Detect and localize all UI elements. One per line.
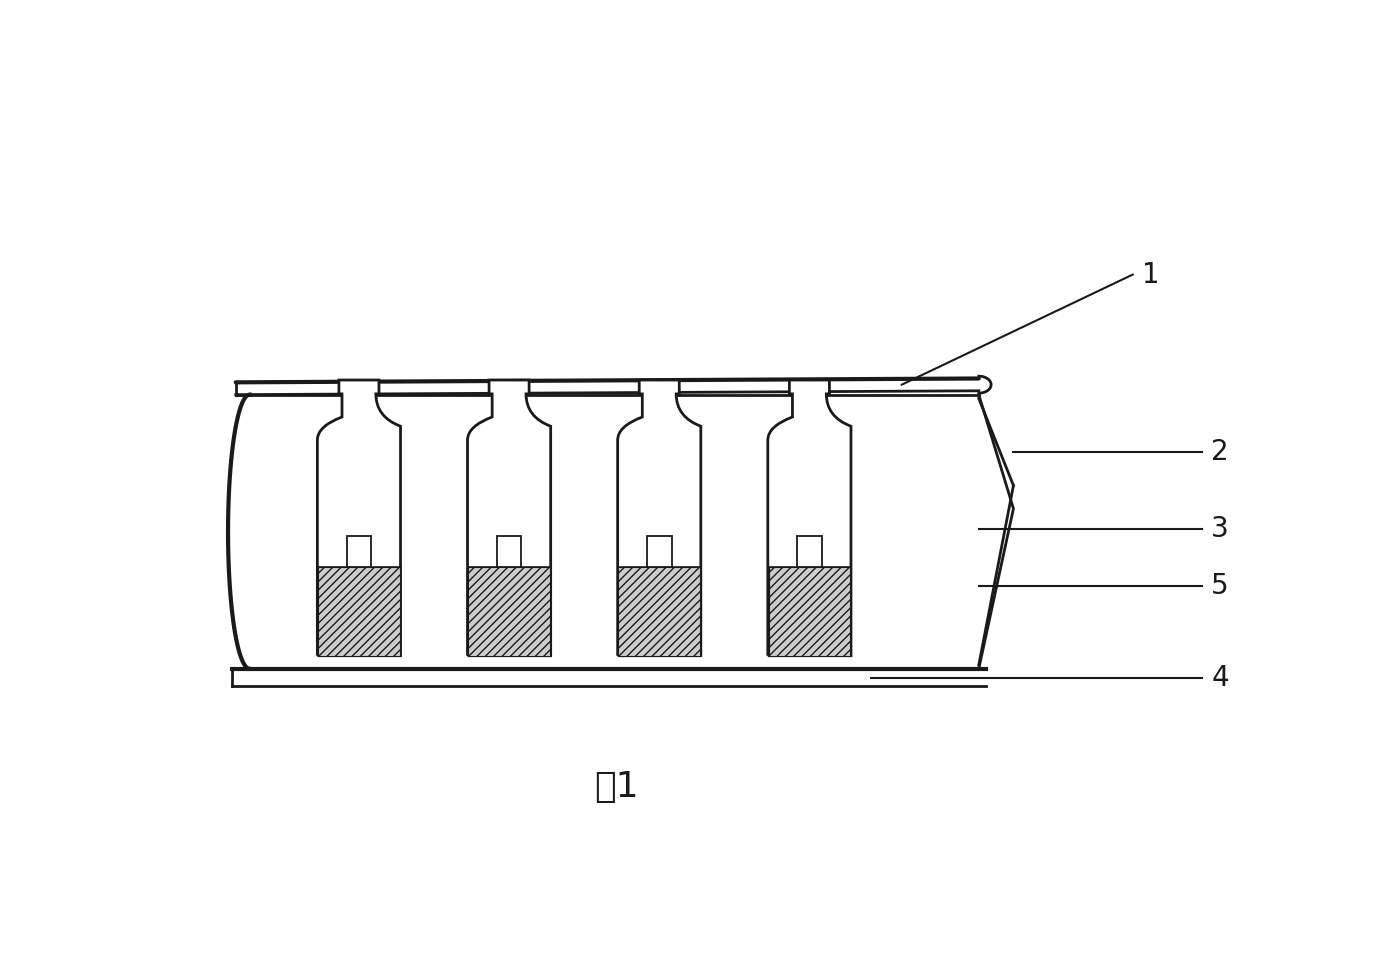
Bar [497,536,522,567]
Text: 5: 5 [1212,573,1228,601]
Bar [318,567,399,656]
Text: 4: 4 [1212,664,1228,692]
Bar [646,536,671,567]
Bar [468,567,550,656]
PathPatch shape [768,380,852,656]
Text: 图1: 图1 [595,770,639,804]
PathPatch shape [317,380,401,656]
Bar [797,536,822,567]
Text: 2: 2 [1212,438,1228,466]
PathPatch shape [468,380,550,656]
Bar [618,567,699,656]
Text: 1: 1 [1142,261,1160,289]
Bar [769,567,850,656]
PathPatch shape [617,380,701,656]
Text: 3: 3 [1212,515,1228,543]
Bar [346,536,371,567]
